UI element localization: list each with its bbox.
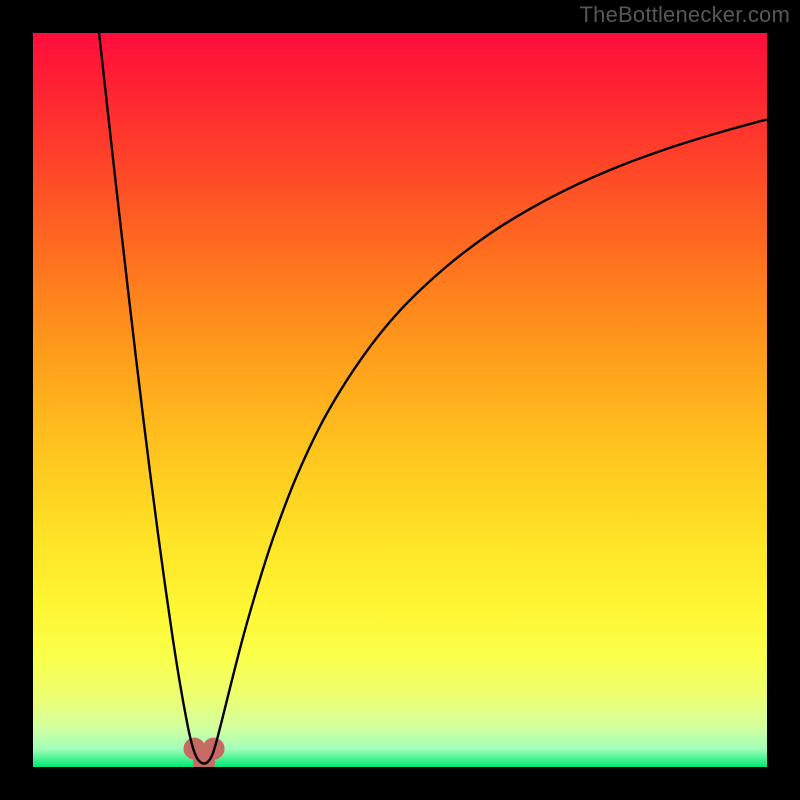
chart-stage: TheBottlenecker.com xyxy=(0,0,800,800)
plot-area xyxy=(33,33,767,767)
chart-svg xyxy=(0,0,800,800)
